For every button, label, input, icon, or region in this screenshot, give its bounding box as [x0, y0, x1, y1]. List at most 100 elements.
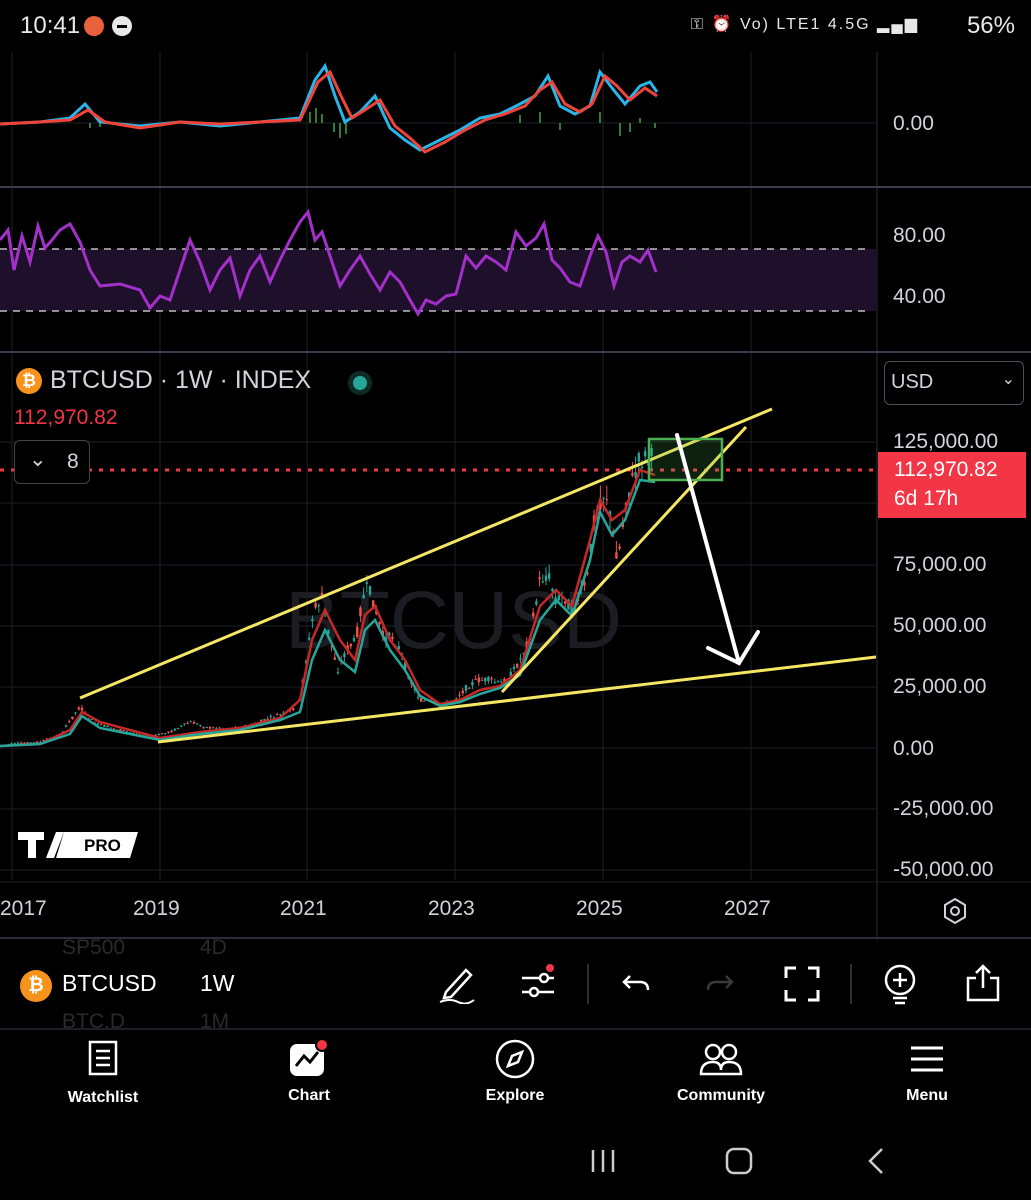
currency-select[interactable]: USD ⌄ [884, 361, 1024, 405]
candle-body [557, 595, 560, 601]
candle-body [586, 573, 589, 575]
symbol-header[interactable]: ₿ BTCUSD · 1W · INDEX [16, 366, 311, 395]
signal-icon: ▂▄▆ [877, 16, 919, 33]
down-arrow-drawing[interactable] [675, 433, 760, 666]
candle-body [292, 708, 295, 710]
candle-body [186, 723, 189, 725]
macd-zero-label: 0.00 [893, 112, 934, 135]
candle-body [416, 697, 420, 699]
candle-body [266, 718, 269, 720]
nav-chart[interactable]: Chart [239, 1030, 379, 1105]
candle-body [397, 646, 400, 650]
candle-body [602, 497, 605, 499]
candle-body [356, 626, 359, 637]
candle-body [570, 603, 573, 613]
hidden-interval-below: 1M [200, 1010, 230, 1033]
candle-body [512, 666, 516, 670]
time-tick: 2021 [280, 897, 327, 920]
hidden-symbol-below: BTC.D [62, 1010, 125, 1033]
share-icon[interactable] [964, 962, 1002, 1004]
candle-body [644, 450, 647, 457]
watchlist-icon [88, 1040, 118, 1076]
trendlines[interactable] [79, 407, 877, 744]
candle-body [116, 729, 119, 731]
community-icon [699, 1043, 743, 1076]
do-not-disturb-icon [112, 16, 132, 36]
market-status-icon[interactable] [341, 370, 379, 396]
key-icon: ⚿ [690, 16, 706, 33]
candle-body [365, 582, 368, 584]
candle-body [45, 738, 48, 740]
candle-body [276, 714, 279, 716]
candle-body [391, 636, 394, 640]
explore-icon [495, 1039, 535, 1079]
system-navigation [0, 1130, 1031, 1200]
toolbar-symbol-button[interactable]: BTCUSD [62, 970, 157, 996]
fullscreen-icon[interactable] [782, 964, 822, 1004]
alarm-icon: ⏰ [711, 16, 734, 33]
candle-body [199, 725, 202, 727]
candle-body [128, 732, 132, 734]
upper-trendline[interactable] [79, 407, 773, 700]
candle-body [189, 721, 192, 723]
nav-watchlist[interactable]: Watchlist [33, 1030, 173, 1107]
candle-body [64, 725, 68, 727]
candle-body [39, 741, 42, 743]
current-price-tag[interactable]: 112,970.82 6d 17h [878, 452, 1026, 518]
lower-trendline[interactable] [157, 655, 877, 744]
chart-settings-icon[interactable] [940, 896, 970, 926]
candle-body [122, 730, 125, 732]
candle-body [352, 638, 356, 641]
redo-icon[interactable] [704, 968, 736, 1000]
recent-apps-icon[interactable] [588, 1146, 618, 1176]
nav-label: Chart [288, 1087, 330, 1104]
candle-body [484, 677, 487, 682]
candle-body [109, 727, 112, 729]
add-alert-icon[interactable] [880, 962, 920, 1006]
candle-body [567, 599, 570, 610]
back-icon[interactable] [864, 1146, 888, 1176]
candle-body [77, 707, 80, 710]
network-indicators: ⚿ ⏰ Vo) LTE1 4.5G ▂▄▆ [691, 14, 919, 34]
indicator-count: 8 [67, 450, 79, 473]
candle-body [173, 728, 176, 731]
toolbar-interval-button[interactable]: 1W [200, 970, 235, 996]
candle-body [317, 605, 320, 607]
macd-histogram [89, 108, 656, 138]
time-tick: 2023 [428, 897, 475, 920]
candle-body [599, 498, 602, 510]
nav-explore[interactable]: Explore [445, 1030, 585, 1105]
candle-body [359, 607, 362, 617]
price-tick: 125,000.00 [893, 430, 999, 453]
network-label: Vo) LTE1 4.5G [739, 16, 871, 33]
candle-body [631, 472, 634, 476]
undo-icon[interactable] [620, 968, 652, 1000]
hidden-interval-above: 4D [200, 936, 227, 959]
candle-body [279, 714, 282, 716]
candle-body [160, 733, 164, 735]
tradingview-logo [18, 832, 138, 858]
candle-body [10, 743, 13, 745]
candle-body [461, 690, 464, 694]
price-tick: 0.00 [893, 737, 934, 760]
time-tick: 2025 [576, 897, 623, 920]
candle-body [519, 658, 522, 660]
candle-body [538, 577, 541, 580]
candle-body [583, 581, 586, 586]
symbol-title: BTCUSD · 1W · INDEX [50, 366, 312, 394]
home-icon[interactable] [724, 1146, 754, 1176]
candle-body [608, 511, 612, 518]
pencil-draw-icon[interactable] [438, 964, 476, 1004]
candle-body [106, 725, 109, 728]
nav-menu[interactable]: Menu [857, 1030, 997, 1105]
candle-body [23, 743, 26, 745]
status-bar: 10:41 ⚿ ⏰ Vo) LTE1 4.5G ▂▄▆ 56% [0, 0, 1031, 52]
indicators-sliders-icon[interactable] [518, 964, 558, 1004]
collapse-indicators-button[interactable]: ⌄ 8 [14, 440, 90, 484]
header-last-price: 112,970.82 [14, 406, 118, 429]
candle-body [532, 612, 535, 617]
chart-canvas[interactable]: BTCUSD PRO [0, 0, 1031, 940]
inner-trendline[interactable] [500, 425, 748, 694]
nav-community[interactable]: Community [651, 1030, 791, 1105]
candle-body [125, 731, 128, 733]
